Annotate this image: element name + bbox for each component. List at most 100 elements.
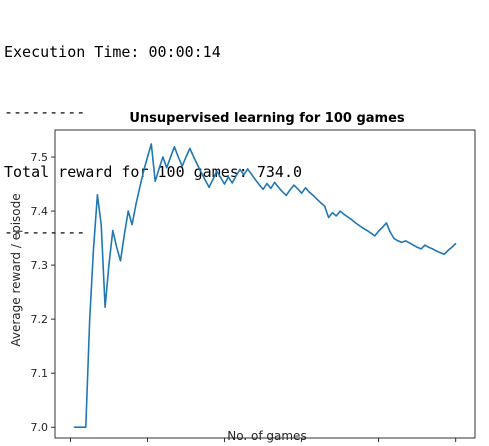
data-point — [100, 223, 102, 226]
data-point — [289, 189, 291, 191]
data-point — [216, 170, 218, 172]
data-point — [451, 246, 453, 248]
data-point — [327, 216, 330, 219]
data-point — [162, 156, 164, 158]
separator-line: --------- — [4, 103, 86, 121]
data-point — [189, 147, 191, 149]
data-point — [220, 176, 222, 179]
data-point — [200, 172, 203, 174]
data-point — [227, 176, 229, 178]
data-point — [223, 183, 226, 185]
data-point — [455, 242, 457, 245]
data-point — [169, 156, 172, 158]
data-point — [108, 264, 110, 266]
data-point — [401, 241, 403, 243]
data-point — [274, 181, 276, 184]
data-point — [208, 186, 210, 188]
data-point — [320, 202, 322, 204]
data-point — [447, 249, 449, 252]
data-point — [335, 215, 337, 217]
x-tick-label: 20 — [140, 444, 154, 446]
data-point — [177, 156, 179, 158]
data-point — [127, 210, 129, 212]
data-point — [366, 229, 368, 232]
y-axis-ticks: 7.0 7.1 7.2 7.3 7.4 7.5 — [31, 151, 55, 434]
data-point — [116, 246, 118, 248]
line-chart: Unsupervised learning for 100 games 0 20 4… — [9, 111, 476, 446]
x-axis-label: No. of games — [227, 429, 306, 443]
data-point — [408, 242, 411, 244]
data-point — [435, 250, 438, 252]
data-point — [185, 156, 187, 158]
data-point — [158, 168, 160, 170]
data-point — [119, 260, 122, 262]
data-point — [285, 194, 287, 196]
data-point — [143, 170, 145, 172]
data-point — [92, 248, 95, 250]
data-point — [196, 164, 199, 166]
data-point — [173, 146, 176, 148]
data-point — [77, 426, 79, 428]
console-output: Execution Time: 00:00:14 --------- Total… — [4, 2, 302, 262]
data-point — [385, 222, 387, 224]
execution-time-line: Execution Time: 00:00:14 — [4, 43, 221, 61]
data-point — [432, 248, 434, 250]
data-point — [262, 188, 264, 191]
separator-line: --------- — [4, 223, 86, 241]
chart-title: Unsupervised learning for 100 games — [129, 111, 405, 126]
data-point — [351, 219, 353, 221]
data-point — [439, 252, 441, 254]
data-point — [135, 203, 137, 206]
data-point — [397, 240, 399, 242]
data-point — [254, 179, 256, 181]
data-point — [308, 191, 310, 193]
data-point — [316, 198, 318, 200]
data-point — [154, 180, 156, 182]
data-point — [212, 178, 214, 180]
x-axis-ticks: 0 20 40 60 80 100 — [67, 438, 466, 446]
data-point — [428, 246, 430, 248]
data-point — [324, 205, 326, 207]
x-tick-label: 0 — [67, 444, 74, 446]
data-point — [85, 426, 87, 428]
x-tick-label: 100 — [445, 444, 466, 446]
data-point — [358, 225, 361, 227]
data-point — [343, 213, 345, 215]
data-point — [150, 143, 152, 145]
data-point — [331, 212, 334, 214]
data-point — [270, 187, 272, 189]
data-point — [146, 156, 149, 158]
data-point — [370, 232, 372, 234]
y-tick-label: 7.3 — [31, 259, 49, 272]
y-tick-label: 7.5 — [31, 151, 49, 164]
data-point — [347, 216, 349, 218]
data-point — [266, 182, 268, 185]
data-point — [112, 229, 114, 232]
y-tick-label: 7.1 — [31, 367, 49, 380]
y-tick-label: 7.0 — [31, 421, 49, 434]
data-point — [131, 223, 133, 226]
data-point — [405, 240, 407, 242]
x-tick-label: 40 — [218, 444, 232, 446]
data-point — [297, 188, 299, 190]
data-point — [250, 173, 253, 175]
series-line — [74, 143, 457, 429]
data-point — [243, 174, 245, 176]
data-point — [362, 227, 364, 229]
total-reward-line: Total reward for 100 games: 734.0 — [4, 163, 303, 181]
x-tick-label: 60 — [295, 444, 309, 446]
y-tick-label: 7.4 — [31, 205, 49, 218]
data-point — [89, 318, 91, 320]
data-point — [193, 156, 195, 158]
data-point — [247, 168, 249, 170]
data-point — [166, 167, 168, 169]
data-point — [389, 231, 391, 233]
data-point — [81, 426, 83, 428]
data-point — [235, 175, 237, 177]
data-point — [424, 244, 426, 246]
data-point — [301, 192, 303, 194]
x-tick-label: 80 — [372, 444, 386, 446]
data-point — [181, 165, 183, 167]
plot-frame — [54, 129, 476, 439]
data-point — [412, 244, 414, 246]
